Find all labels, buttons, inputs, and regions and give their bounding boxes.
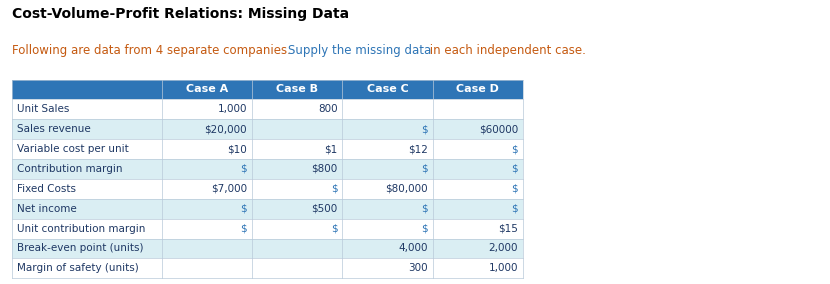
Text: $: $	[511, 204, 518, 214]
Text: 2,000: 2,000	[488, 243, 518, 254]
Text: Unit contribution margin: Unit contribution margin	[17, 224, 146, 234]
Text: $: $	[241, 224, 247, 234]
Text: $1: $1	[325, 144, 338, 154]
Bar	[12, 159, 523, 179]
Text: Sales revenue: Sales revenue	[17, 124, 91, 134]
Text: in each independent case.: in each independent case.	[427, 44, 586, 57]
Text: $7,000: $7,000	[211, 184, 247, 194]
Text: Following are data from 4 separate companies.: Following are data from 4 separate compa…	[12, 44, 295, 57]
Bar	[12, 119, 523, 139]
Text: Variable cost per unit: Variable cost per unit	[17, 144, 129, 154]
Text: $80,000: $80,000	[385, 184, 427, 194]
Bar	[12, 80, 523, 99]
Bar	[12, 239, 523, 258]
Text: Case A: Case A	[186, 84, 228, 95]
Text: 300: 300	[408, 263, 427, 273]
Bar	[12, 199, 523, 219]
Bar	[12, 99, 523, 119]
Text: Unit Sales: Unit Sales	[17, 104, 70, 114]
Text: 4,000: 4,000	[398, 243, 427, 254]
Text: $20,000: $20,000	[205, 124, 247, 134]
Text: 800: 800	[318, 104, 338, 114]
Text: Contribution margin: Contribution margin	[17, 164, 123, 174]
Text: Net income: Net income	[17, 204, 77, 214]
Text: Case B: Case B	[276, 84, 319, 95]
Text: $: $	[331, 184, 338, 194]
Text: Margin of safety (units): Margin of safety (units)	[17, 263, 139, 273]
Text: Cost-Volume-Profit Relations: Missing Data: Cost-Volume-Profit Relations: Missing Da…	[12, 7, 349, 21]
Text: $: $	[241, 164, 247, 174]
Text: $: $	[421, 124, 427, 134]
Text: $: $	[421, 164, 427, 174]
Text: $: $	[421, 224, 427, 234]
Text: $800: $800	[311, 164, 338, 174]
Text: $12: $12	[408, 144, 427, 154]
Text: $15: $15	[498, 224, 518, 234]
Text: Break-even point (units): Break-even point (units)	[17, 243, 144, 254]
Text: $10: $10	[227, 144, 247, 154]
Text: Supply the missing data: Supply the missing data	[289, 44, 432, 57]
Text: $60000: $60000	[479, 124, 518, 134]
Text: Case D: Case D	[457, 84, 499, 95]
Text: 1,000: 1,000	[217, 104, 247, 114]
Text: Case C: Case C	[367, 84, 408, 95]
Bar	[12, 179, 523, 199]
Text: $: $	[331, 224, 338, 234]
Text: $500: $500	[311, 204, 338, 214]
Text: 1,000: 1,000	[488, 263, 518, 273]
Text: $: $	[511, 164, 518, 174]
Bar	[12, 139, 523, 159]
Text: $: $	[241, 204, 247, 214]
Text: $: $	[511, 184, 518, 194]
Bar	[12, 258, 523, 278]
Text: $: $	[511, 144, 518, 154]
Text: Fixed Costs: Fixed Costs	[17, 184, 76, 194]
Bar	[12, 219, 523, 239]
Text: $: $	[421, 204, 427, 214]
